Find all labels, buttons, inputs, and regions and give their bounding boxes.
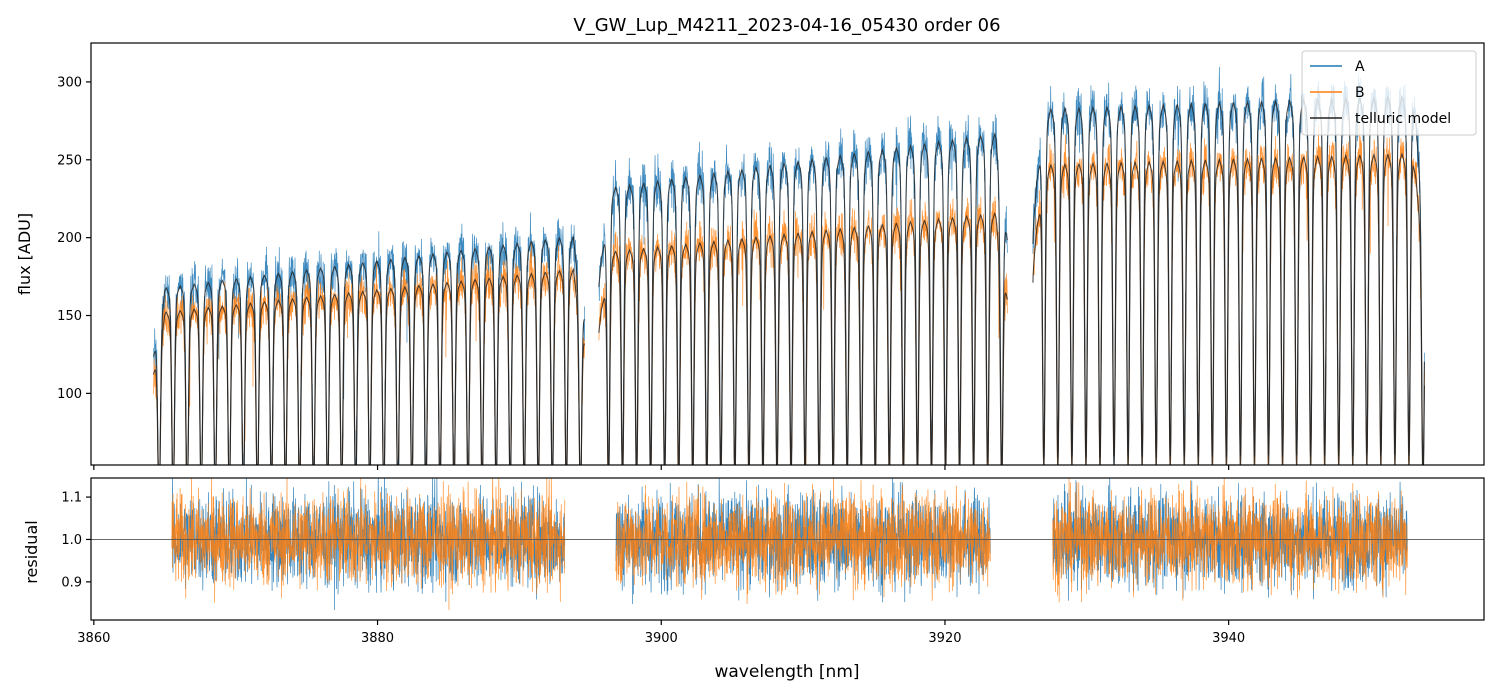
chart-title: V_GW_Lup_M4211_2023-04-16_05430 order 06: [573, 15, 1000, 36]
x-tick-label: 3880: [361, 631, 394, 646]
legend-label-a: A: [1355, 59, 1365, 75]
top-series-group: [152, 66, 1425, 465]
bottom-axes-frame: [90, 477, 1485, 621]
top-y-ticks: 100 150 200 250 300: [57, 75, 91, 402]
y-tick-label: 200: [57, 231, 82, 246]
y-tick-label: 1.0: [61, 533, 82, 548]
x-tick-label: 3900: [645, 631, 678, 646]
legend-box: [1301, 50, 1477, 136]
bottom-x-ticks: 3860 3880 3900 3920 3940: [77, 620, 1245, 646]
x-tick-label: 3920: [928, 631, 961, 646]
y-tick-label: 100: [57, 387, 82, 402]
x-axis-label: wavelength [nm]: [714, 662, 859, 682]
bottom-y-axis-label: residual: [22, 520, 41, 583]
top-axes-frame: [90, 42, 1485, 466]
y-tick-label: 250: [57, 153, 82, 168]
y-tick-label: 1.1: [61, 491, 82, 506]
telluric-model-b-line: [152, 152, 1425, 465]
y-tick-label: 0.9: [61, 575, 82, 590]
top-y-axis-label: flux [ADU]: [15, 213, 34, 295]
bottom-y-ticks: 0.9 1.0 1.1: [61, 491, 91, 590]
legend: A B telluric model: [1301, 50, 1477, 136]
top-x-ticks: [93, 465, 1230, 470]
bottom-series-group: [91, 478, 1484, 611]
x-tick-label: 3860: [77, 631, 110, 646]
y-tick-label: 300: [57, 75, 82, 90]
bottom-panel: 3860 3880 3900 3920 3940 0.9 1.0 1.1 wavelengt…: [22, 477, 1485, 682]
legend-label-b: B: [1355, 85, 1365, 101]
top-panel: 100 150 200 250 300 V_GW_Lup_M4211_2023-04-1…: [15, 15, 1485, 470]
y-tick-label: 150: [57, 309, 82, 324]
x-tick-label: 3940: [1212, 631, 1245, 646]
legend-label-telluric: telluric model: [1355, 111, 1451, 127]
residual-b-line: [171, 478, 1408, 611]
